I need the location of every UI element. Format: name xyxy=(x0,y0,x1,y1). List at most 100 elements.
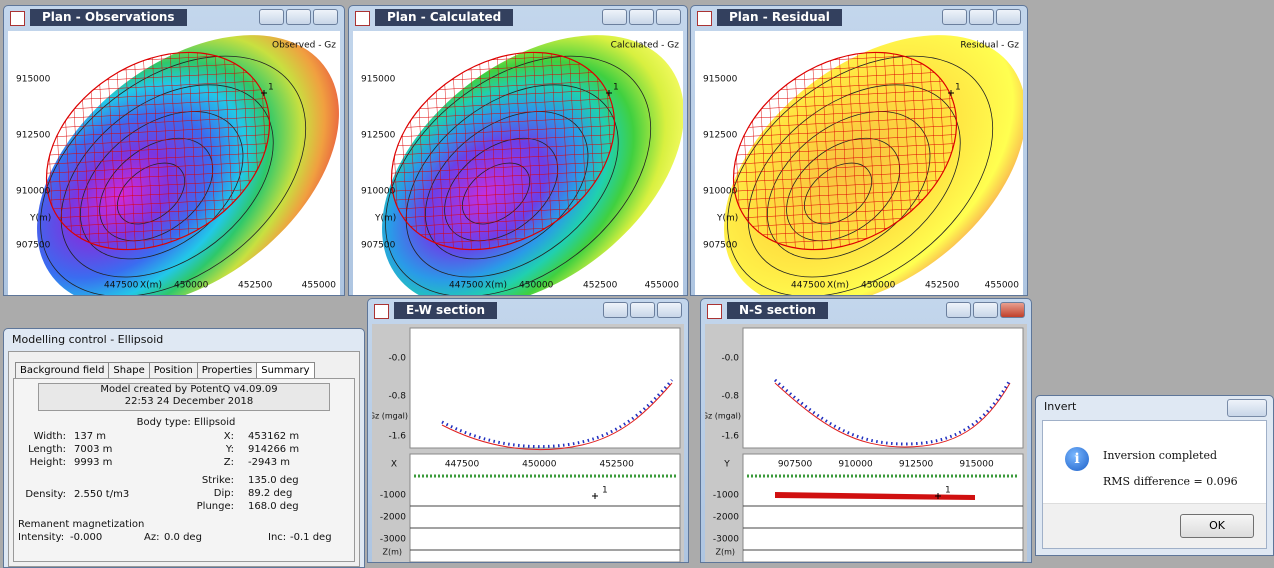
tab-strip: Background fieldShapePositionPropertiesS… xyxy=(15,358,314,380)
depth-tick-label: -3000 xyxy=(713,535,739,545)
title-bar: Plan - Calculated xyxy=(349,6,687,30)
minimize-button[interactable] xyxy=(603,302,628,318)
position-tick-label: 912500 xyxy=(899,460,934,470)
client-area: 1 Calculated - Gz 915000 912500 910000 Y… xyxy=(353,31,683,295)
minimize-button[interactable] xyxy=(946,302,971,318)
field-label: Az: xyxy=(144,532,159,543)
y-tick-label: 910000 xyxy=(16,187,51,197)
rms-text: RMS difference = 0.096 xyxy=(1103,475,1238,488)
window-icon xyxy=(374,304,389,319)
gravity-panel xyxy=(743,328,1023,448)
field-label: Length: xyxy=(14,444,66,455)
y-axis-label: Y(m) xyxy=(29,214,51,224)
title-bar: E-W section xyxy=(368,299,688,323)
maximize-button[interactable] xyxy=(629,9,654,25)
ok-button[interactable]: OK xyxy=(1180,514,1254,538)
window-icon xyxy=(355,11,370,26)
close-button[interactable] xyxy=(996,9,1021,25)
field-label: Strike: xyxy=(164,475,234,486)
field-value: 0.0 deg xyxy=(164,532,202,543)
y-tick-label: 915000 xyxy=(361,75,396,85)
credit-line: Model created by PotentQ v4.09.09 xyxy=(39,384,339,395)
depth-tick-label: -1000 xyxy=(713,491,739,501)
gz-tick-label: -0.0 xyxy=(721,354,739,364)
client-area: 1 Residual - Gz 915000 912500 910000 Y(m… xyxy=(695,31,1023,295)
field-value: 453162 m xyxy=(248,431,299,442)
dialog-title: Modelling control - Ellipsoid xyxy=(12,333,163,346)
title-bar: Plan - Observations xyxy=(4,6,344,30)
marker-label: 1 xyxy=(613,83,619,93)
tab[interactable]: Background field xyxy=(15,362,109,378)
window-title: Plan - Calculated xyxy=(375,9,513,26)
position-tick-label: 910000 xyxy=(838,460,873,470)
y-tick-label: 907500 xyxy=(361,241,396,251)
section-label: Remanent magnetization xyxy=(18,519,144,530)
field-label: Intensity: xyxy=(18,532,64,543)
window-buttons xyxy=(603,302,682,318)
close-button[interactable] xyxy=(1227,399,1267,417)
tab[interactable]: Position xyxy=(149,362,198,378)
field-label: Plunge: xyxy=(164,501,234,512)
position-tick-label: 915000 xyxy=(959,460,994,470)
y-tick-label: 912500 xyxy=(703,131,738,141)
y-tick-label: 907500 xyxy=(703,241,738,251)
marker-label: 1 xyxy=(602,486,608,496)
depth-panel xyxy=(743,454,1023,562)
y-tick-label: 910000 xyxy=(361,187,396,197)
gz-axis-label: Gz (mgal) xyxy=(705,412,741,421)
tab[interactable]: Shape xyxy=(108,362,149,378)
plan-window: Plan - Residual 1 Residual - Gz 915000 9… xyxy=(690,5,1028,296)
field-value: -2943 m xyxy=(248,457,290,468)
maximize-button[interactable] xyxy=(286,9,311,25)
tab[interactable]: Properties xyxy=(197,362,258,378)
z-axis-label: Z(m) xyxy=(382,548,402,557)
minimize-button[interactable] xyxy=(942,9,967,25)
body-type: Body type: Ellipsoid xyxy=(14,417,358,428)
minimize-button[interactable] xyxy=(602,9,627,25)
title-bar: N-S section xyxy=(701,299,1031,323)
minimize-button[interactable] xyxy=(259,9,284,25)
x-axis-label: X(m) xyxy=(827,281,849,291)
field-value: 89.2 deg xyxy=(248,488,292,499)
close-button[interactable] xyxy=(313,9,338,25)
y-tick-label: 910000 xyxy=(703,187,738,197)
window-buttons xyxy=(946,302,1025,318)
gz-tick-label: -1.6 xyxy=(721,432,739,442)
desktop: Plan - Observations 1 Observed - Gz 9150… xyxy=(0,0,1274,560)
gz-tick-label: -1.6 xyxy=(388,432,406,442)
dialog-title: Invert xyxy=(1044,400,1076,413)
x-tick-label: 450000 xyxy=(174,281,209,291)
y-tick-label: 915000 xyxy=(16,75,51,85)
field-label: Z: xyxy=(164,457,234,468)
close-button[interactable] xyxy=(1000,302,1025,318)
field-label: Dip: xyxy=(164,488,234,499)
maximize-button[interactable] xyxy=(630,302,655,318)
maximize-button[interactable] xyxy=(969,9,994,25)
window-icon xyxy=(697,11,712,26)
y-tick-label: 912500 xyxy=(361,131,396,141)
window-title: E-W section xyxy=(394,302,497,319)
depth-tick-label: -3000 xyxy=(380,535,406,545)
window-buttons xyxy=(602,9,681,25)
close-button[interactable] xyxy=(657,302,682,318)
maximize-button[interactable] xyxy=(973,302,998,318)
info-icon: i xyxy=(1065,447,1089,471)
plan-window: Plan - Calculated 1 Calculated - Gz 9150… xyxy=(348,5,688,296)
map-label: Observed - Gz xyxy=(272,41,336,51)
close-button[interactable] xyxy=(656,9,681,25)
gz-tick-label: -0.8 xyxy=(388,392,406,402)
x-axis-label: X(m) xyxy=(485,281,507,291)
field-label: Inc: xyxy=(268,532,286,543)
depth-tick-label: -2000 xyxy=(713,513,739,523)
x-tick-label: 452500 xyxy=(238,281,273,291)
x-tick-label: 450000 xyxy=(519,281,554,291)
gz-tick-label: -0.0 xyxy=(388,354,406,364)
button-strip: OK xyxy=(1043,503,1266,548)
window-icon xyxy=(10,11,25,26)
y-tick-label: 907500 xyxy=(16,241,51,251)
field-value: -0.000 xyxy=(70,532,102,543)
client-area: -0.0 -0.8 Gz (mgal) -1.6 X 4475004500004… xyxy=(372,324,684,562)
field-value: 137 m xyxy=(74,431,106,442)
position-tick-label: 907500 xyxy=(778,460,813,470)
